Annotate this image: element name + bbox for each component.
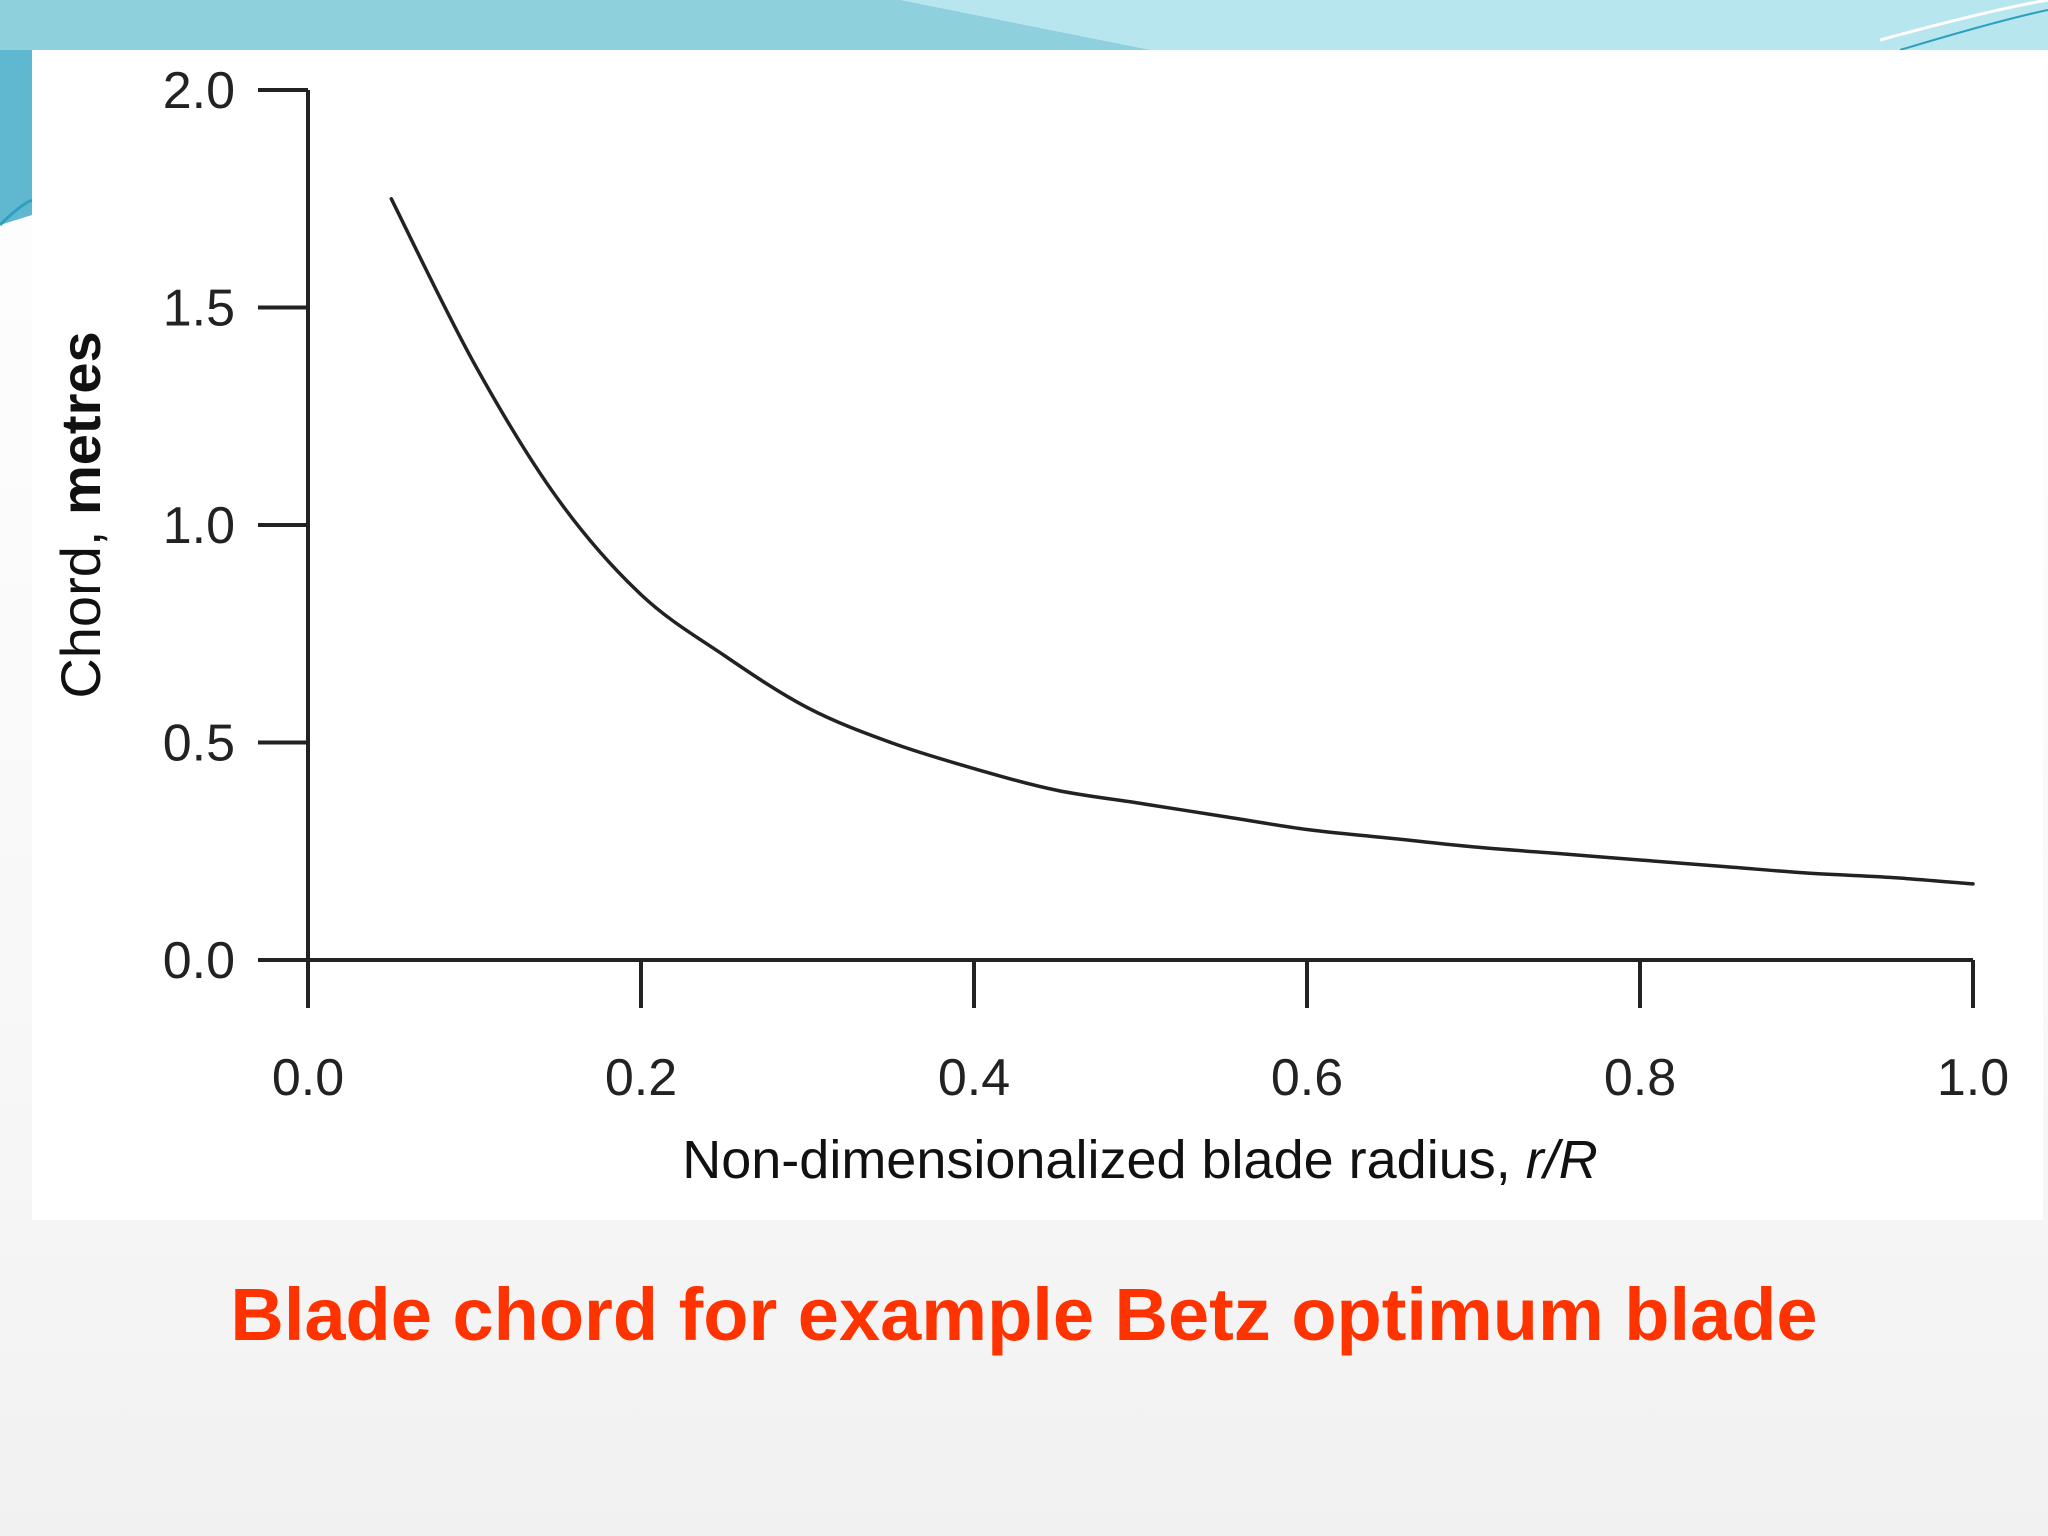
slide-header-decoration (0, 0, 2048, 227)
series (389, 197, 1975, 886)
y-axis-title-light: Chord, (49, 515, 112, 699)
x-axis-title: Non-dimensionalized blade radius, r/R (682, 1130, 1597, 1190)
x-tick-label: 0.0 (272, 1049, 344, 1107)
x-tick-label: 0.2 (605, 1049, 677, 1107)
ticks: 0.0 0.5 1.0 1.5 2.0 0.0 0.2 0.4 0.6 0.8 1.0 (163, 62, 2009, 1107)
y-tick-label: 1.5 (163, 280, 235, 338)
x-axis-title-variable: r/R (1526, 1130, 1598, 1190)
x-tick-label: 1.0 (1937, 1049, 2009, 1107)
x-axis-title-main: Non-dimensionalized blade radius, (682, 1130, 1526, 1190)
y-axis-title-bold: metres (49, 331, 112, 515)
x-tick-label: 0.4 (938, 1049, 1010, 1107)
y-tick-label: 0.0 (163, 932, 235, 990)
y-axis-title: Chord, metres (49, 331, 112, 698)
figure-panel (32, 50, 2043, 1220)
series-line (389, 197, 1975, 886)
x-tick-label: 0.6 (1271, 1049, 1343, 1107)
y-tick-label: 1.0 (163, 497, 235, 555)
y-tick-label: 0.5 (163, 715, 235, 773)
chart: 0.0 0.5 1.0 1.5 2.0 0.0 0.2 0.4 0.6 0.8 1.0 Non-di… (49, 62, 2009, 1190)
axes (306, 90, 1973, 962)
y-tick-label: 2.0 (163, 62, 235, 120)
x-tick-label: 0.8 (1604, 1049, 1676, 1107)
slide-caption: Blade chord for example Betz optimum bla… (230, 1273, 1818, 1356)
